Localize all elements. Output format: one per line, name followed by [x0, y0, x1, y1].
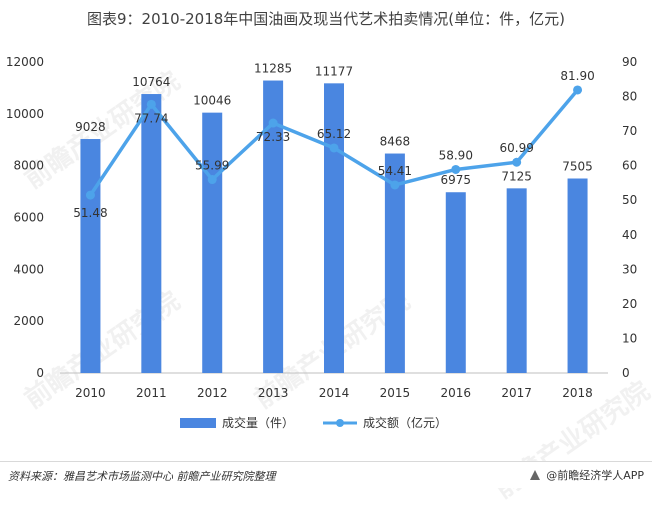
x-tick-label: 2017 [501, 386, 532, 400]
x-tick-label: 2014 [319, 386, 350, 400]
bar-data-label: 11177 [315, 64, 353, 78]
line-point [451, 164, 461, 174]
line-point [512, 157, 522, 167]
y-right-tick-label: 60 [622, 159, 637, 173]
y-right-tick-label: 50 [622, 193, 637, 207]
line-point [207, 175, 217, 185]
y-left-tick-label: 8000 [13, 159, 44, 173]
y-right-tick-label: 40 [622, 228, 637, 242]
x-tick-label: 2018 [562, 386, 593, 400]
bar-data-label: 8468 [380, 135, 411, 149]
brand-label: @前瞻经济学人APP [546, 469, 644, 482]
y-left-tick-label: 12000 [6, 55, 44, 69]
bar-data-label: 9028 [75, 120, 106, 134]
bar [263, 80, 284, 373]
footer: 资料来源：雅昌艺术市场监测中心 前瞻产业研究院整理 @前瞻经济学人APP [0, 461, 652, 488]
bar [445, 192, 466, 373]
y-left-tick-label: 2000 [13, 314, 44, 328]
line-data-label: 65.12 [317, 127, 351, 141]
bar [567, 178, 588, 373]
bar [80, 139, 101, 373]
y-left-tick-label: 4000 [13, 262, 44, 276]
line-point [329, 143, 339, 153]
y-right-tick-label: 30 [622, 262, 637, 276]
x-tick-label: 2016 [441, 386, 472, 400]
brand-logo-icon [530, 470, 541, 480]
bar-data-label: 10046 [193, 94, 231, 108]
bar [324, 83, 344, 374]
y-left-tick-label: 10000 [6, 107, 44, 121]
line-data-label: 58.90 [439, 148, 473, 162]
legend-bar-swatch [180, 418, 216, 428]
line-data-label: 55.99 [195, 159, 229, 173]
y-left-tick-label: 0 [36, 366, 44, 380]
bar-data-label: 7125 [501, 169, 532, 183]
line-data-label: 77.74 [134, 111, 168, 125]
line-point [85, 190, 95, 200]
line-data-label: 60.99 [499, 141, 533, 155]
line-data-label: 81.90 [560, 69, 594, 83]
bar-data-label: 10764 [132, 75, 170, 89]
y-right-tick-label: 0 [622, 366, 630, 380]
chart-canvas: 0 2000 4000 6000 8000 10000 12000 0 10 20 30 40 50 60… [6, 55, 637, 430]
line-data-label: 54.41 [378, 164, 412, 178]
bar [202, 112, 223, 373]
x-tick-label: 2013 [258, 386, 289, 400]
line-data-label: 51.48 [73, 206, 107, 220]
y-right-tick-label: 80 [622, 90, 637, 104]
x-tick-label: 2011 [136, 386, 167, 400]
y-left-tick-label: 6000 [13, 211, 44, 225]
line-point [390, 180, 400, 190]
chart-title: 图表9：2010-2018年中国油画及现当代艺术拍卖情况(单位：件，亿元) [86, 10, 565, 28]
brand: @前瞻经济学人APP [528, 467, 644, 483]
x-tick-label: 2015 [380, 386, 411, 400]
y-right-tick-label: 20 [622, 297, 637, 311]
y-right-tick-label: 10 [622, 331, 637, 345]
bar-data-label: 6975 [441, 173, 472, 187]
bar [141, 94, 162, 374]
line-point [146, 99, 156, 109]
line-data-label: 72.33 [256, 130, 290, 144]
bar-data-label: 11285 [254, 62, 292, 76]
source-note: 资料来源：雅昌艺术市场监测中心 前瞻产业研究院整理 [8, 470, 276, 483]
legend-line-label: 成交额（亿元） [363, 415, 447, 430]
bar [384, 153, 405, 373]
bar [506, 188, 527, 373]
x-tick-label: 2010 [75, 386, 106, 400]
x-tick-label: 2012 [197, 386, 228, 400]
legend-bar-label: 成交量（件） [222, 415, 294, 430]
y-right-tick-label: 70 [622, 124, 637, 138]
line-point [573, 85, 583, 95]
line-point [268, 118, 278, 128]
y-right-tick-label: 90 [622, 55, 637, 69]
bar-data-label: 7505 [562, 159, 593, 173]
legend-line-marker [336, 419, 344, 427]
